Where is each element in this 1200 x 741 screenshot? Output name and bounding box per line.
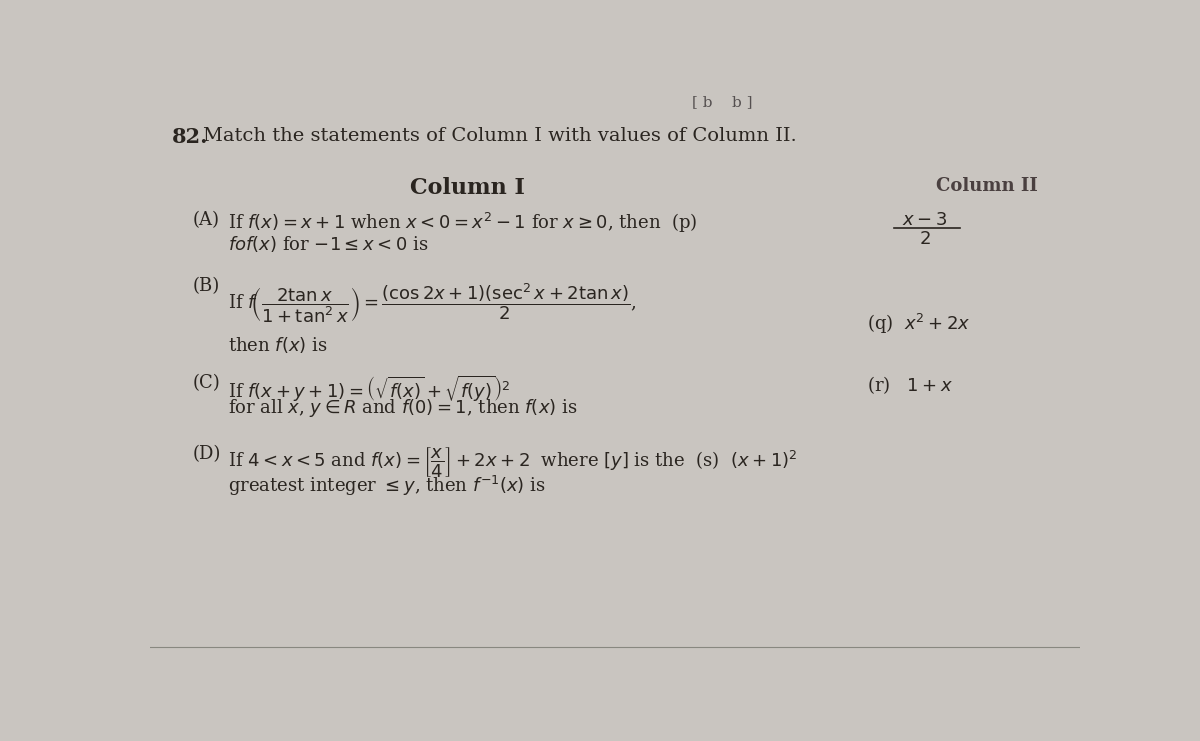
Text: If $f\!\left(\dfrac{2\tan x}{1 + \tan^2 x}\right) = \dfrac{(\cos 2x + 1)(\sec^2 : If $f\!\left(\dfrac{2\tan x}{1 + \tan^2 … <box>228 282 636 325</box>
Text: greatest integer $\leq y$, then $f^{-1}(x)$ is: greatest integer $\leq y$, then $f^{-1}(… <box>228 474 545 498</box>
Text: (r)   $1 + x$: (r) $1 + x$ <box>866 373 953 396</box>
Text: Column II: Column II <box>936 178 1038 196</box>
Text: for all $x$, $y \in R$ and $f(0) = 1$, then $f(x)$ is: for all $x$, $y \in R$ and $f(0) = 1$, t… <box>228 397 577 419</box>
Text: Column I: Column I <box>410 178 526 199</box>
Text: $fof(x)$ for $-1 \leq x < 0$ is: $fof(x)$ for $-1 \leq x < 0$ is <box>228 233 428 253</box>
Text: then $f(x)$ is: then $f(x)$ is <box>228 336 328 356</box>
Text: (A): (A) <box>193 210 220 228</box>
Text: (D): (D) <box>193 445 221 463</box>
Text: $2$: $2$ <box>919 230 931 247</box>
Text: If $f(x + y + 1) = \left(\sqrt{f(x)} + \sqrt{f(y)}\right)^2$: If $f(x + y + 1) = \left(\sqrt{f(x)} + \… <box>228 373 510 404</box>
Text: (C): (C) <box>193 373 221 392</box>
Text: (q)  $x^2 + 2x$: (q) $x^2 + 2x$ <box>866 312 971 336</box>
Text: 82.: 82. <box>172 127 209 147</box>
Text: [ b    b ]: [ b b ] <box>692 95 754 109</box>
Text: $x - 3$: $x - 3$ <box>902 210 948 228</box>
Text: If $f(x) = x + 1$ when $x < 0 = x^2 - 1$ for $x \geq 0$, then  (p): If $f(x) = x + 1$ when $x < 0 = x^2 - 1$… <box>228 210 697 235</box>
Text: If $4 < x < 5$ and $f(x) = \left[\dfrac{x}{4}\right] + 2x + 2$  where $[y]$ is t: If $4 < x < 5$ and $f(x) = \left[\dfrac{… <box>228 445 797 479</box>
Text: Match the statements of Column I with values of Column II.: Match the statements of Column I with va… <box>203 127 797 145</box>
Text: (B): (B) <box>193 278 220 296</box>
